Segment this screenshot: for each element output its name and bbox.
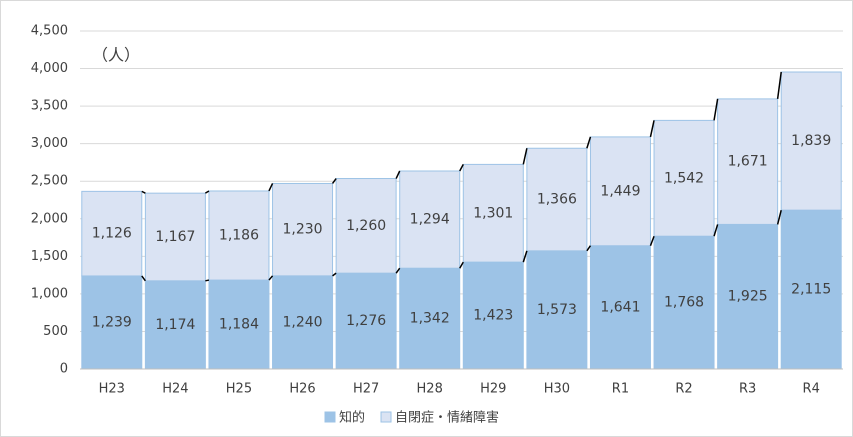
y-tick-label: 3,500 [31,99,68,114]
data-label: 1,449 [600,183,640,199]
bar-segment [208,279,270,370]
bar-segment [780,209,842,370]
legend-marker [380,411,392,423]
data-label: 1,366 [537,192,577,208]
series-line [141,190,146,194]
bar-segment [81,275,143,370]
data-label: 1,641 [600,299,640,315]
bar-segment [589,136,651,247]
data-label: 1,423 [473,308,513,324]
x-tick-label: H29 [480,382,506,397]
series-line [776,209,782,225]
series-line [776,71,782,99]
x-tick-label: H26 [289,382,315,397]
data-label: 1,260 [346,218,386,234]
y-tick-label: 4,500 [31,24,68,39]
series-line [713,224,719,237]
series-line [332,272,337,277]
data-label: 1,240 [282,314,322,330]
series-line [395,170,401,179]
data-label: 1,573 [537,302,577,318]
series-line [268,183,274,192]
x-tick-label: H24 [162,382,188,397]
bar-segment [144,192,206,282]
data-label: 1,342 [410,311,450,327]
bar-segment [335,272,397,370]
bar-segment [526,147,588,252]
bar-segment [462,163,524,263]
y-tick-label: 1,000 [31,286,68,301]
data-label: 1,230 [282,222,322,238]
bar-segment [653,119,715,237]
data-label: 2,115 [791,282,831,298]
series-line [586,245,592,252]
data-label: 1,301 [473,205,513,221]
legend-label: 知的 [339,410,365,426]
bar-segment [653,235,715,370]
x-tick-label: H30 [544,382,570,397]
bar-segment [272,182,334,277]
bar-segment [399,170,461,269]
bar-segment [272,275,334,370]
data-label: 1,839 [791,133,831,149]
series-line [649,120,655,138]
data-label: 1,167 [155,229,195,245]
bar-segment [335,178,397,274]
y-tick-label: 2,000 [31,211,68,226]
x-tick-label: H27 [353,382,379,397]
x-tick-label: H23 [99,382,125,397]
series-line [205,279,210,282]
series-line [395,267,401,274]
y-tick-label: 500 [43,324,68,339]
data-label: 1,126 [92,226,132,242]
legend-marker [324,411,336,423]
data-label: 1,174 [155,317,195,333]
data-label: 1,186 [219,228,259,244]
bar-segment [462,261,524,370]
bar-segment [399,267,461,370]
series-line [713,98,719,121]
data-label: 1,239 [92,314,132,330]
bar-segment [526,250,588,370]
bar-segment [81,190,143,277]
x-tick-label: R1 [612,382,629,397]
series-line [522,250,528,263]
series-line [331,178,337,184]
x-tick-label: R2 [675,382,692,397]
bar-segment [589,245,651,370]
data-label: 1,768 [664,295,704,311]
data-label: 1,925 [728,289,768,305]
unit-annotation: （人） [92,46,140,65]
y-tick-label: 1,500 [31,249,68,264]
series-line [459,261,464,269]
bar-segment [717,98,779,225]
y-tick-label: 4,000 [31,61,68,76]
bar-segment [780,71,842,211]
legend-label: 自閉症・情緒障害 [395,410,499,426]
series-line [204,190,210,194]
y-tick-label: 2,500 [31,174,68,189]
series-line [141,275,146,282]
bar-segment [208,190,270,281]
series-line [268,275,274,281]
data-label: 1,276 [346,313,386,329]
data-label: 1,294 [410,212,450,228]
data-label: 1,542 [664,170,704,186]
series-line [522,148,528,165]
x-tick-label: R3 [739,382,756,397]
bar-segment [717,223,779,370]
series-line [586,136,592,149]
x-tick-label: H25 [226,382,252,397]
y-tick-label: 3,000 [31,136,68,151]
data-label: 1,184 [219,317,259,333]
series-line [459,164,464,172]
series-line [649,235,655,247]
data-label: 1,671 [728,154,768,170]
x-tick-label: H28 [417,382,443,397]
y-tick-label: 0 [60,362,68,377]
x-tick-label: R4 [803,382,820,397]
